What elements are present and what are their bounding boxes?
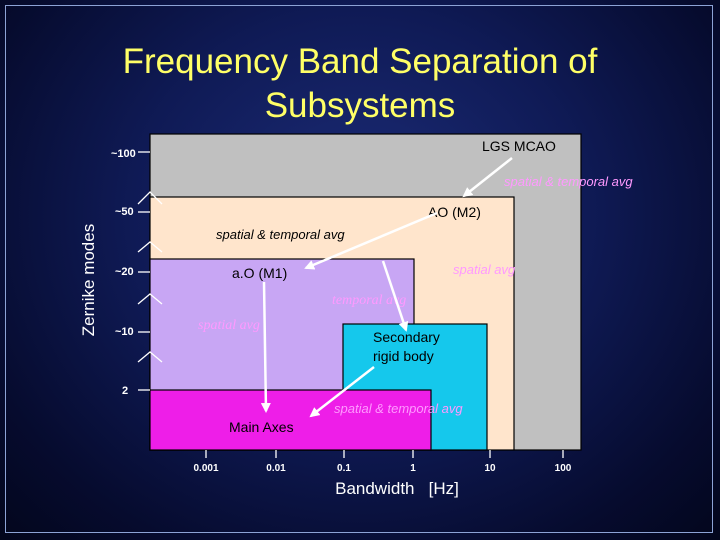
x-tick-label-100: 100 — [555, 463, 572, 474]
annotation-temporal-avg: temporal avg — [332, 293, 406, 308]
y-break-1 — [137, 191, 163, 205]
arrow-m2-to-m1 — [304, 211, 438, 270]
label-main-axes: Main Axes — [229, 419, 294, 435]
arrows — [260, 157, 513, 418]
slide-title: Frequency Band Separation of Subsystems — [60, 40, 660, 128]
label-ao-m1: a.O (M1) — [232, 265, 287, 281]
y-tick-label-10: ~10 — [115, 326, 134, 338]
x-tick-label-01: 0.1 — [337, 463, 351, 474]
annotation-spatial-temporal-1: spatial & temporal avg — [504, 174, 633, 189]
label-secondary-line1: Secondary — [373, 329, 440, 345]
y-break-4 — [137, 351, 163, 363]
y-axis — [137, 151, 163, 391]
arrow-secondary-to-main-axes — [309, 366, 375, 418]
annotation-spatial-temporal-3: spatial & temporal avg — [334, 401, 463, 416]
arrow-m1-to-main-axes — [260, 281, 271, 413]
arrow-m1-to-secondary — [381, 260, 409, 332]
y-tick-label-2: 2 — [122, 385, 128, 397]
x-tick-label-0001: 0.001 — [193, 463, 218, 474]
x-tick-label-001: 0.01 — [266, 463, 286, 474]
y-tick-label-50: ~50 — [115, 206, 134, 218]
x-axis — [205, 450, 564, 458]
label-ao-m2: AO (M2) — [428, 204, 481, 220]
y-tick-label-100: ~100 — [111, 148, 136, 160]
y-axis-label: Zernike modes — [79, 224, 98, 336]
title-line-2: Subsystems — [264, 86, 456, 125]
annotation-spatial-temporal-2: spatial & temporal avg — [216, 227, 345, 242]
y-break-2 — [137, 241, 163, 253]
annotation-spatial-avg-1: spatial avg — [453, 262, 516, 277]
label-secondary-line2: rigid body — [373, 348, 434, 364]
title-line-1: Frequency Band Separation of — [122, 42, 598, 81]
x-tick-label-1: 1 — [410, 463, 416, 474]
y-tick-label-20: ~20 — [115, 266, 134, 278]
slide-frame — [5, 5, 713, 533]
arrow-mcao-to-m2 — [462, 157, 513, 198]
x-axis-label: Bandwidth [Hz] — [335, 479, 459, 498]
annotation-spatial-avg-2: spatial avg — [198, 318, 260, 333]
y-break-3 — [137, 293, 163, 305]
band-main-axes — [149, 389, 432, 451]
x-tick-label-10: 10 — [484, 463, 496, 474]
label-lgs-mcao: LGS MCAO — [482, 138, 556, 154]
